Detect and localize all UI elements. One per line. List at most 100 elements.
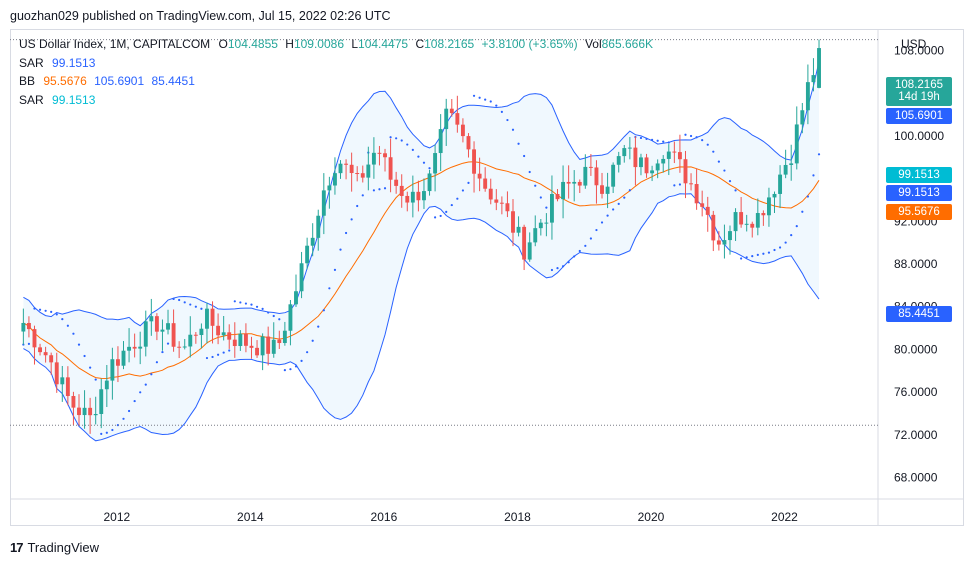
- sar-dot: [628, 189, 631, 192]
- sar-dot: [706, 143, 709, 146]
- candle-body: [38, 347, 42, 353]
- sar-dot: [662, 140, 665, 143]
- candle-body: [733, 212, 738, 232]
- candle-body: [511, 211, 515, 233]
- legend-c-value: 108.2165: [424, 37, 475, 51]
- candle-body: [349, 164, 354, 174]
- sar-dot: [339, 248, 342, 251]
- sar-dot: [606, 214, 609, 217]
- candle-body: [661, 158, 666, 164]
- candle-body: [728, 231, 732, 241]
- sar-dot: [222, 351, 225, 354]
- legend-l-label: L: [351, 37, 359, 51]
- candle-body: [761, 213, 766, 216]
- sar-dot: [812, 174, 815, 177]
- price-chart[interactable]: 108.0000104.0000100.000096.000092.000088…: [10, 29, 964, 526]
- candle-body: [488, 188, 493, 200]
- candle-body: [310, 237, 315, 246]
- candle-body: [138, 346, 143, 349]
- legend-sar2-label: SAR: [19, 93, 44, 107]
- legend-bb[interactable]: BB 95.5676 105.6901 85.4451: [19, 74, 195, 88]
- sar-dot: [589, 237, 592, 240]
- candle-body: [255, 347, 259, 356]
- candle-body: [672, 151, 677, 153]
- candle-body: [744, 223, 749, 225]
- sar-dot: [461, 189, 465, 192]
- sar1-tag: 99.1513: [886, 167, 952, 183]
- candle-body: [399, 185, 404, 196]
- candle-body: [282, 330, 287, 344]
- sar-dot: [322, 309, 325, 312]
- price-tick-label: 80.0000: [894, 342, 938, 356]
- candle-body: [305, 245, 310, 264]
- candle-body: [332, 173, 337, 186]
- legend-o-value: 104.4855: [227, 37, 278, 51]
- candle-body: [666, 151, 671, 159]
- candle-body: [154, 316, 159, 332]
- candle-body: [316, 215, 321, 238]
- candle-body: [611, 164, 616, 187]
- candle-body: [783, 164, 788, 175]
- candle-body: [472, 149, 476, 174]
- sar-dot: [133, 399, 136, 403]
- sar-dot: [194, 305, 197, 308]
- candle-body: [360, 173, 365, 178]
- sar-dot: [406, 143, 409, 146]
- legend-sar1-value: 99.1513: [52, 56, 96, 70]
- sar-dot: [484, 98, 487, 101]
- legend-sar1[interactable]: SAR 99.1513: [19, 56, 95, 70]
- sar-dot: [523, 154, 526, 158]
- sar-dot: [528, 170, 531, 174]
- sar-dot: [166, 342, 170, 345]
- legend-main[interactable]: US Dollar Index, 1M, CAPITALCOM O104.485…: [19, 37, 653, 51]
- bb-fill: [23, 61, 819, 441]
- bb-lower-tag: 85.4451: [886, 306, 952, 322]
- sar-dot: [728, 180, 732, 183]
- sar-dot: [506, 118, 509, 122]
- sar-dot: [745, 256, 748, 259]
- time-tick-label: 2022: [771, 510, 798, 524]
- candle-body: [177, 346, 182, 348]
- candle-body: [711, 214, 716, 241]
- candle-body: [93, 414, 98, 416]
- sar-dot: [311, 339, 314, 342]
- candle-body: [115, 359, 120, 366]
- candle-body: [422, 191, 426, 201]
- sar-dot: [573, 255, 576, 258]
- time-tick-label: 2014: [237, 510, 264, 524]
- legend-title: US Dollar Index, 1M, CAPITALCOM: [19, 37, 211, 51]
- footer-logo-text: TradingView: [27, 540, 100, 555]
- sar-dot: [228, 349, 231, 352]
- sar-dot: [751, 254, 754, 258]
- time-tick-label: 2018: [504, 510, 531, 524]
- candle-body: [639, 157, 643, 168]
- candle-body: [705, 206, 710, 215]
- sar-dot: [244, 302, 248, 305]
- footer-branding[interactable]: 17 TradingView: [10, 540, 99, 555]
- published-line: guozhan029 published on TradingView.com,…: [10, 9, 391, 23]
- candle-body: [455, 113, 460, 125]
- candle-body: [344, 163, 349, 165]
- bb-upper-line: [23, 61, 820, 327]
- candle-body: [88, 407, 93, 416]
- candle-body: [366, 164, 371, 178]
- sar-dot: [723, 169, 726, 172]
- candle-body: [505, 203, 510, 212]
- sar-dot: [105, 431, 108, 434]
- candle-body: [811, 75, 816, 83]
- candle-body: [327, 185, 332, 191]
- currency-label[interactable]: USD: [901, 37, 927, 51]
- candle-body: [143, 321, 148, 347]
- sar-dot: [306, 351, 309, 354]
- sar-dot: [567, 261, 570, 264]
- sar-dot: [656, 139, 659, 142]
- sar-dot: [673, 184, 676, 187]
- sar-dot: [155, 361, 158, 364]
- candle-body: [516, 226, 521, 233]
- sar-dot: [740, 257, 743, 260]
- legend-sar2[interactable]: SAR 99.1513: [19, 93, 95, 107]
- candle-body: [210, 308, 215, 326]
- sar-dot: [806, 195, 809, 198]
- sar-dot: [600, 221, 604, 224]
- candle-body: [260, 336, 265, 356]
